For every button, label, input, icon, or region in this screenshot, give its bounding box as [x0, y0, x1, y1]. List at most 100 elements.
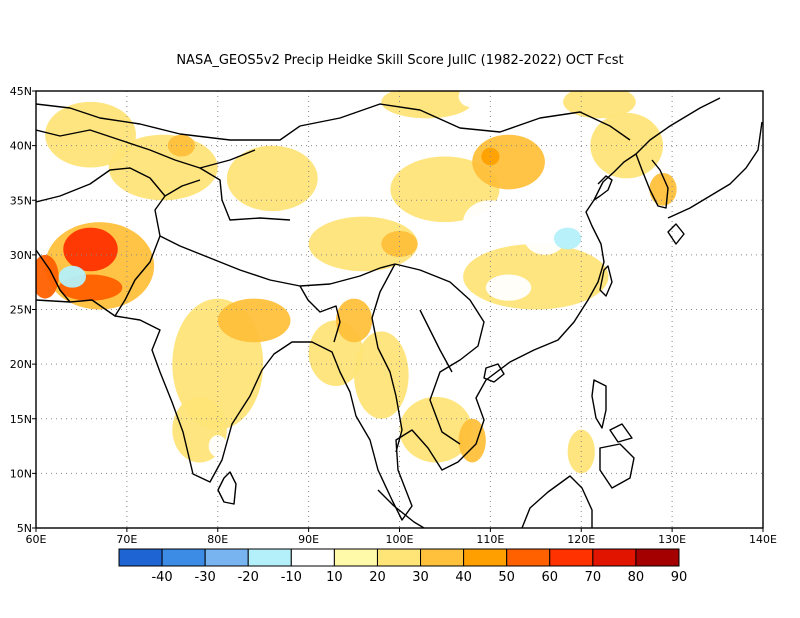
skill-region: [226, 145, 318, 212]
colorbar-swatch: [247, 548, 292, 567]
skill-region: [63, 227, 118, 272]
axis-ticks: 60E 70E 80E 90E 100E 110E 120E 130E 140E 5N 10N 15N…: [10, 85, 777, 546]
coastline-borneo: [521, 475, 593, 528]
lon-tick-label: 70E: [116, 533, 137, 546]
coastline-luzon: [591, 379, 607, 429]
lat-tick-label: 25N: [10, 304, 32, 317]
colorbar-label: 90: [671, 570, 688, 585]
skill-region: [463, 243, 609, 310]
coastline-taiwan: [599, 265, 613, 297]
lat-tick-label: 15N: [10, 413, 32, 426]
lat-tick-label: 10N: [10, 467, 32, 480]
coastline-hainan: [483, 363, 505, 383]
skill-region: [399, 396, 473, 463]
coastline-sumatra: [377, 489, 425, 528]
skill-region: [154, 271, 191, 326]
colorbar-label: 70: [585, 570, 602, 585]
skill-region: [45, 101, 136, 168]
skill-region: [726, 167, 763, 212]
colorbar-label: 50: [498, 570, 515, 585]
skill-region: [390, 156, 500, 223]
border-afghanistan: [36, 167, 166, 203]
coastlines-and-borders: [36, 97, 763, 528]
border-myanmar: [371, 263, 403, 453]
border-central-asia: [36, 129, 256, 169]
map-title: NASA_GEOS5v2 Precip Heidke Skill Score J…: [176, 53, 623, 68]
lon-tick-label: 110E: [476, 533, 504, 546]
colorbar-swatch: [420, 548, 465, 567]
skill-region: [485, 274, 532, 301]
lat-tick-label: 5N: [17, 522, 32, 535]
lat-tick-label: 40N: [10, 140, 32, 153]
skill-region: [308, 216, 418, 272]
border-pakistan: [114, 179, 201, 317]
colorbar-swatch: [463, 548, 508, 567]
lat-tick-label: 30N: [10, 249, 32, 262]
skill-region: [463, 200, 518, 244]
colorbar-label: -20: [238, 570, 259, 585]
skill-region: [649, 172, 677, 206]
colorbar-swatch: [376, 548, 422, 567]
colorbar-label: 20: [369, 570, 386, 585]
colorbar-swatch: [290, 548, 335, 567]
border-laos: [419, 309, 453, 373]
colorbar-label: -10: [281, 570, 302, 585]
coastline-kyushu: [667, 223, 685, 245]
skill-region: [390, 282, 427, 305]
border-indochina: [394, 263, 485, 445]
colorbar-swatch: [204, 548, 249, 567]
colorbar-label: 80: [628, 570, 645, 585]
border-mongolia: [299, 103, 631, 141]
skill-region: [217, 298, 291, 343]
skill-region: [36, 254, 59, 299]
skill-region: [458, 91, 486, 108]
lon-tick-label: 80E: [207, 533, 228, 546]
skill-region: [58, 265, 86, 288]
colorbar-label: -40: [151, 570, 172, 585]
lat-tick-label: 45N: [10, 85, 32, 98]
coastline-bohai: [593, 175, 613, 201]
colorbar-label: -30: [195, 570, 216, 585]
skill-region: [381, 91, 473, 119]
coastline-sri-lanka: [217, 471, 237, 505]
border-bangladesh: [299, 285, 341, 343]
lon-tick-label: 140E: [749, 533, 777, 546]
lon-tick-label: 130E: [658, 533, 686, 546]
colorbar-swatch: [333, 548, 378, 567]
lat-tick-label: 20N: [10, 358, 32, 371]
skill-region: [553, 227, 582, 250]
colorbar-swatch: [549, 548, 594, 567]
colorbar-swatch: [506, 548, 551, 567]
lon-tick-label: 60E: [26, 533, 47, 546]
border-iran: [36, 249, 71, 303]
lat-lon-grid: [36, 91, 763, 528]
skill-region: [381, 230, 418, 258]
colorbar-label: 60: [541, 570, 558, 585]
skill-region: [272, 121, 309, 148]
coastline-arabia-south-asia: [36, 97, 721, 521]
colorbar: -40 -30 -20 -10 10 20 30 40 50 60 70 80 90: [118, 548, 688, 585]
coastline-mindanao: [599, 443, 635, 489]
colorbar-swatch: [592, 548, 637, 567]
lon-tick-label: 90E: [298, 533, 319, 546]
skill-region: [158, 200, 186, 234]
coastline-philippines-central: [609, 423, 633, 443]
colorbar-label: 40: [455, 570, 472, 585]
border-china-west: [199, 167, 291, 221]
skill-region: [472, 134, 545, 190]
colorbar-label: 10: [326, 570, 343, 585]
colorbar-swatch: [635, 548, 680, 567]
border-himalaya: [159, 235, 396, 287]
coastline-korea: [635, 153, 669, 209]
lon-tick-label: 100E: [386, 533, 414, 546]
skill-region: [458, 418, 486, 463]
lon-tick-label: 120E: [567, 533, 595, 546]
lat-tick-label: 35N: [10, 194, 32, 207]
skill-region: [354, 331, 409, 419]
colorbar-label: 30: [412, 570, 429, 585]
colorbar-swatch: [118, 548, 163, 567]
border-kazakhstan: [36, 103, 301, 141]
colorbar-swatch: [161, 548, 206, 567]
coastline-japan: [667, 121, 763, 219]
